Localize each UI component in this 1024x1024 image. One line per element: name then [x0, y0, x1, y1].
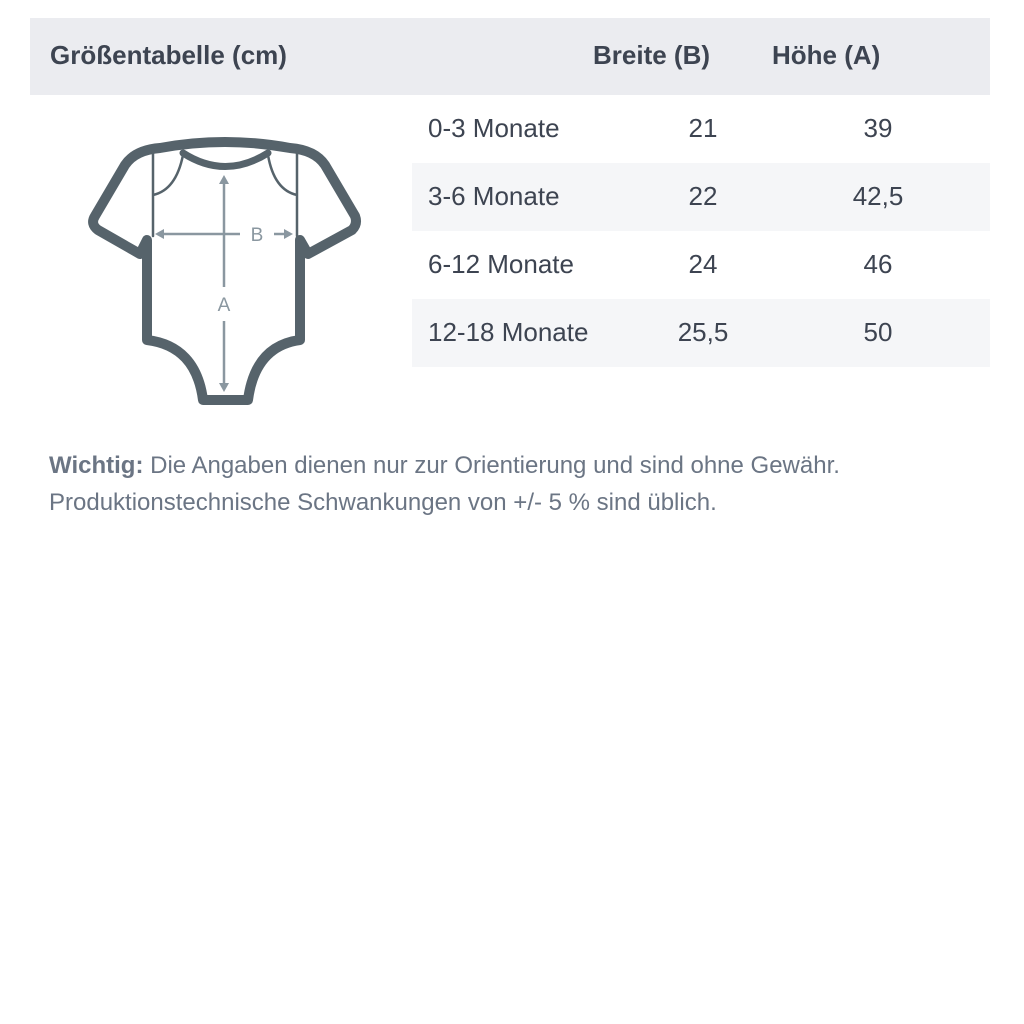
table-row: 12-18 Monate 25,5 50 — [412, 299, 990, 367]
column-header-width: Breite (B) — [593, 40, 711, 70]
note-line-1: Die Angaben dienen nur zur Orientierung … — [150, 452, 840, 479]
bodysuit-outline — [88, 137, 361, 405]
label-b: B — [251, 225, 264, 246]
arrow-right-icon — [284, 229, 293, 239]
label-a: A — [218, 295, 231, 316]
note-label: Wichtig: — [49, 452, 144, 479]
width-cell: 22 — [688, 181, 718, 211]
size-table: 0-3 Monate 21 39 3-6 Monate 22 42,5 6-12… — [412, 95, 990, 367]
width-cell: 24 — [688, 249, 718, 279]
arrow-down-icon — [219, 383, 229, 392]
arrow-left-icon — [155, 229, 164, 239]
height-cell: 42,5 — [852, 181, 904, 211]
table-row: 6-12 Monate 24 46 — [412, 231, 990, 299]
table-header: Größentabelle (cm) Breite (B) Höhe (A) — [30, 18, 990, 95]
height-cell: 39 — [863, 113, 893, 143]
note-line-2: Produktionstechnische Schwankungen von +… — [49, 489, 717, 516]
table-row: 0-3 Monate 21 39 — [412, 95, 990, 163]
width-cell: 25,5 — [677, 317, 729, 347]
collar — [179, 149, 272, 170]
table-title: Größentabelle (cm) — [50, 40, 287, 70]
sleeve-seam-right — [266, 148, 299, 238]
size-cell: 0-3 Monate — [428, 113, 560, 143]
height-cell: 50 — [863, 317, 893, 347]
arrow-up-icon — [219, 175, 229, 184]
size-cell: 3-6 Monate — [428, 181, 560, 211]
height-cell: 46 — [863, 249, 893, 279]
table-row: 3-6 Monate 22 42,5 — [412, 163, 990, 231]
disclaimer-note: Wichtig: Die Angaben dienen nur zur Orie… — [49, 447, 840, 521]
sleeve-seam-left — [151, 148, 185, 238]
bodysuit-diagram: B A — [88, 137, 361, 405]
width-cell: 21 — [688, 113, 718, 143]
size-cell: 12-18 Monate — [428, 317, 589, 347]
size-cell: 6-12 Monate — [428, 249, 574, 279]
column-header-height: Höhe (A) — [772, 40, 881, 70]
